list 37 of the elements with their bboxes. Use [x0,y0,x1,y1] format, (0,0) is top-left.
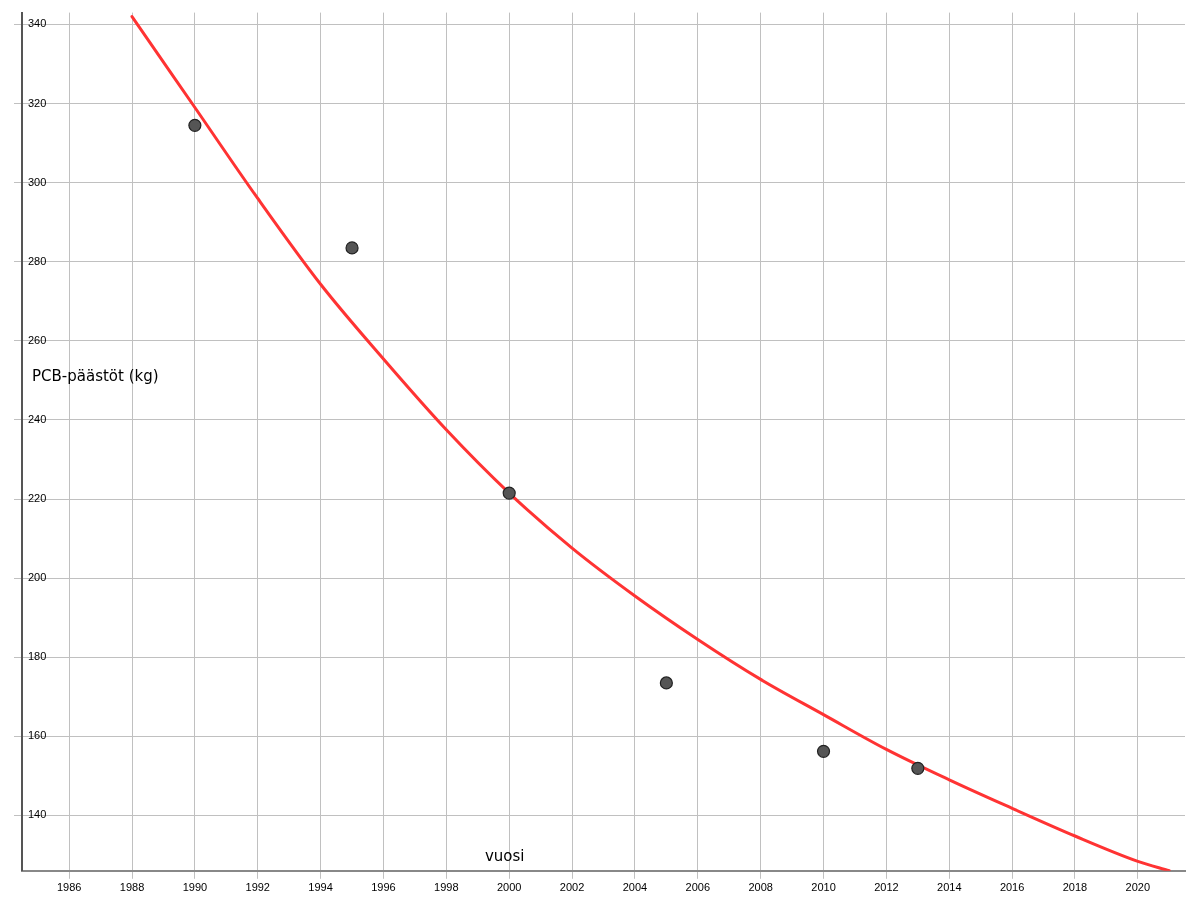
x-tick-label: 2004 [622,881,648,894]
y-tick-label: 260 [28,333,47,346]
x-tick-label: 2012 [874,881,899,894]
x-tick-label: 2010 [811,881,836,894]
x-tick-label: 2018 [1062,881,1088,894]
x-axis-title: vuosi [484,846,525,865]
x-tick-label: 1994 [308,881,333,894]
y-tick-label: 180 [28,650,47,663]
x-tick-label: 1992 [245,881,270,894]
x-tick-label: 2002 [559,881,585,894]
y-axis-title: PCB-päästöt (kg) [32,367,159,386]
point [188,118,202,132]
y-tick-label: 220 [28,492,47,505]
x-tick-label: 1990 [182,881,208,894]
y-tick-label: 340 [28,17,47,30]
x-tick-label: 1988 [119,881,145,894]
x-tick-label: 1996 [371,881,396,894]
y-tick-label: 160 [28,729,47,742]
x-tick-label: 2008 [748,881,773,894]
x-tick-label: 1998 [434,881,459,894]
x-tick-label: 2014 [937,881,962,894]
y-tick-label: 280 [28,254,47,267]
x-tick-label: 2016 [999,881,1025,894]
x-tick-label: 2000 [496,881,522,894]
x-tick-label: 1986 [56,881,82,894]
y-tick-label: 200 [28,571,47,584]
x-tick-label: 2020 [1125,881,1151,894]
point [816,744,831,758]
y-tick-label: 320 [28,96,47,109]
point [502,486,516,500]
y-tick-label: 140 [28,808,47,821]
x-tick-label: 2006 [685,881,711,894]
point [911,761,925,775]
y-tick-label: 240 [28,412,47,425]
point [659,676,673,690]
point [345,241,359,255]
y-tick-label: 300 [28,175,47,188]
